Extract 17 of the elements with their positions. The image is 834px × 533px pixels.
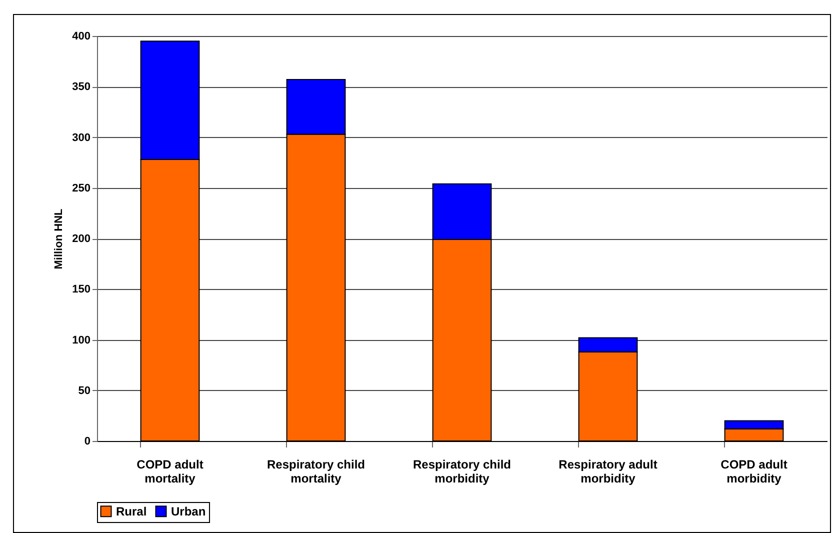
y-tick-label: 100 — [72, 334, 90, 346]
legend-label: Rural — [116, 504, 147, 518]
x-tick-label: Respiratory child morbidity — [412, 458, 512, 486]
y-tick-label: 50 — [78, 384, 90, 397]
x-tick-label: COPD adult morbidity — [720, 458, 788, 486]
y-tick-label: 0 — [84, 436, 90, 448]
y-tick-label: 400 — [72, 30, 90, 42]
y-tick-label: 300 — [72, 132, 90, 144]
y-tick-label: 350 — [72, 81, 90, 94]
y-axis-title: Million HNL — [53, 208, 66, 270]
x-tick-label: COPD adult mortality — [136, 458, 204, 486]
y-tick-label: 200 — [72, 233, 90, 245]
y-tick-label: 250 — [72, 182, 90, 194]
x-tick-label: Respiratory child mortality — [266, 458, 366, 486]
x-tick-label: Respiratory adult morbidity — [558, 458, 658, 486]
legend-label: Urban — [171, 504, 206, 518]
y-tick-label: 150 — [72, 284, 90, 296]
